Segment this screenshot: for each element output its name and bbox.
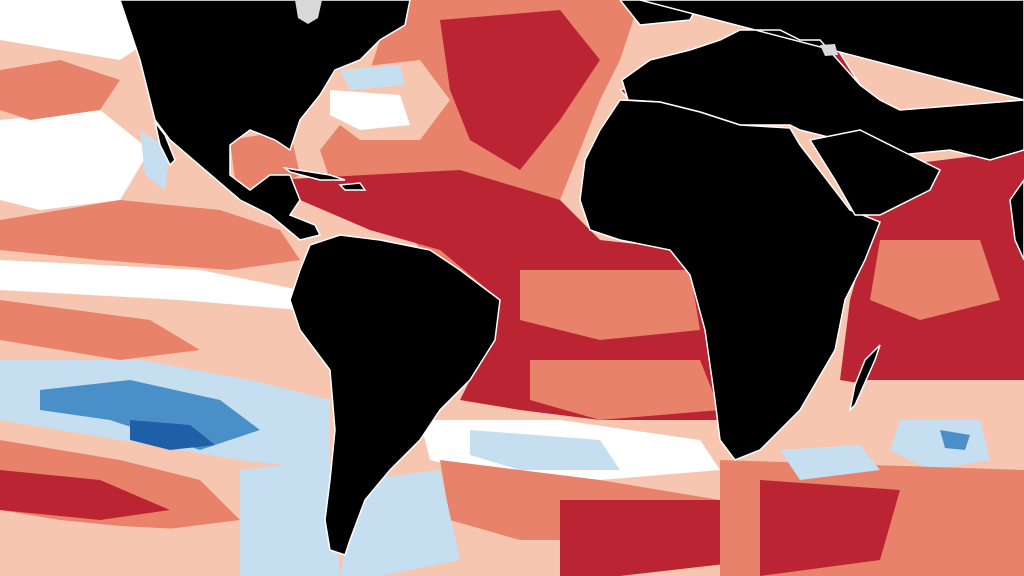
cuba (282, 166, 346, 181)
caspian-ice (820, 44, 838, 56)
land (119, 0, 1024, 556)
baja-california (154, 121, 176, 167)
south-america (289, 234, 501, 556)
pacific-anomalies (0, 0, 340, 576)
north-america (119, 0, 411, 241)
africa (579, 99, 881, 461)
madagascar (848, 344, 881, 413)
india (1009, 178, 1024, 261)
arabia (808, 129, 942, 216)
hispaniola (338, 182, 367, 191)
atlantic-anomalies (230, 0, 760, 576)
ice-patch (295, 0, 322, 24)
